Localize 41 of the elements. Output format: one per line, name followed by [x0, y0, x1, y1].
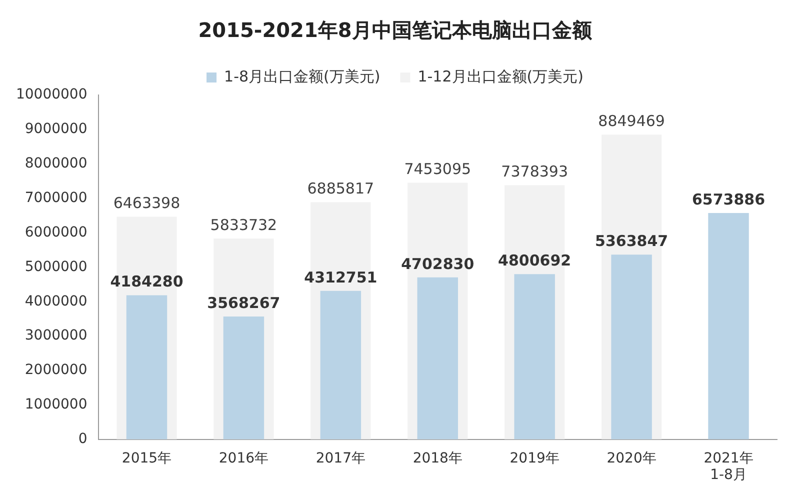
data-label: 7378393: [501, 162, 568, 181]
y-tick-label: 2000000: [24, 362, 88, 378]
y-tick-label: 6000000: [24, 224, 88, 240]
y-tick-label: 1000000: [24, 396, 88, 413]
x-tick-label: 2018年: [412, 450, 462, 466]
data-label: 6573886: [692, 190, 766, 208]
x-tick-label: 2019年: [510, 450, 560, 466]
x-tick-label: 2015年: [122, 450, 172, 466]
x-tick-label: 2021年1-8月: [704, 450, 754, 484]
data-label: 6885817: [307, 180, 374, 198]
bar: [320, 290, 362, 440]
bar: [223, 316, 264, 440]
y-tick-label: 9000000: [24, 121, 88, 138]
data-label: 8849469: [598, 112, 665, 130]
data-label: 4184280: [110, 272, 184, 291]
y-tick-label: 0: [78, 431, 88, 448]
data-label: 4312751: [304, 268, 378, 286]
x-tick-label: 2016年: [218, 450, 269, 466]
y-tick-label: 8000000: [24, 156, 88, 172]
y-tick-label: 4000000: [24, 293, 88, 310]
y-tick-label: 7000000: [24, 190, 88, 206]
x-tick-label: 2017年: [316, 450, 366, 466]
bar: [417, 277, 458, 440]
data-label: 5833732: [210, 216, 278, 234]
x-tick-label: 2020年: [606, 450, 656, 466]
data-label: 3568267: [207, 294, 280, 312]
data-label: 4800692: [498, 251, 572, 270]
legend-label: 1-12月出口金额(万美元): [418, 67, 584, 86]
legend-label: 1-8月出口金额(万美元): [224, 67, 380, 86]
y-tick-label: 5000000: [24, 258, 88, 275]
y-tick-label: 3000000: [24, 328, 88, 344]
data-label: 4702830: [401, 254, 474, 273]
data-label: 7453095: [404, 160, 472, 178]
data-label: 6463398: [113, 194, 180, 212]
data-label: 5363847: [595, 232, 668, 250]
bar: [708, 212, 749, 440]
chart-title: 2015-2021年8月中国笔记本电脑出口金额: [198, 18, 593, 42]
y-tick-label: 10000000: [16, 86, 88, 103]
bar: [514, 274, 555, 440]
bar: [611, 254, 652, 440]
bar: [126, 295, 168, 440]
